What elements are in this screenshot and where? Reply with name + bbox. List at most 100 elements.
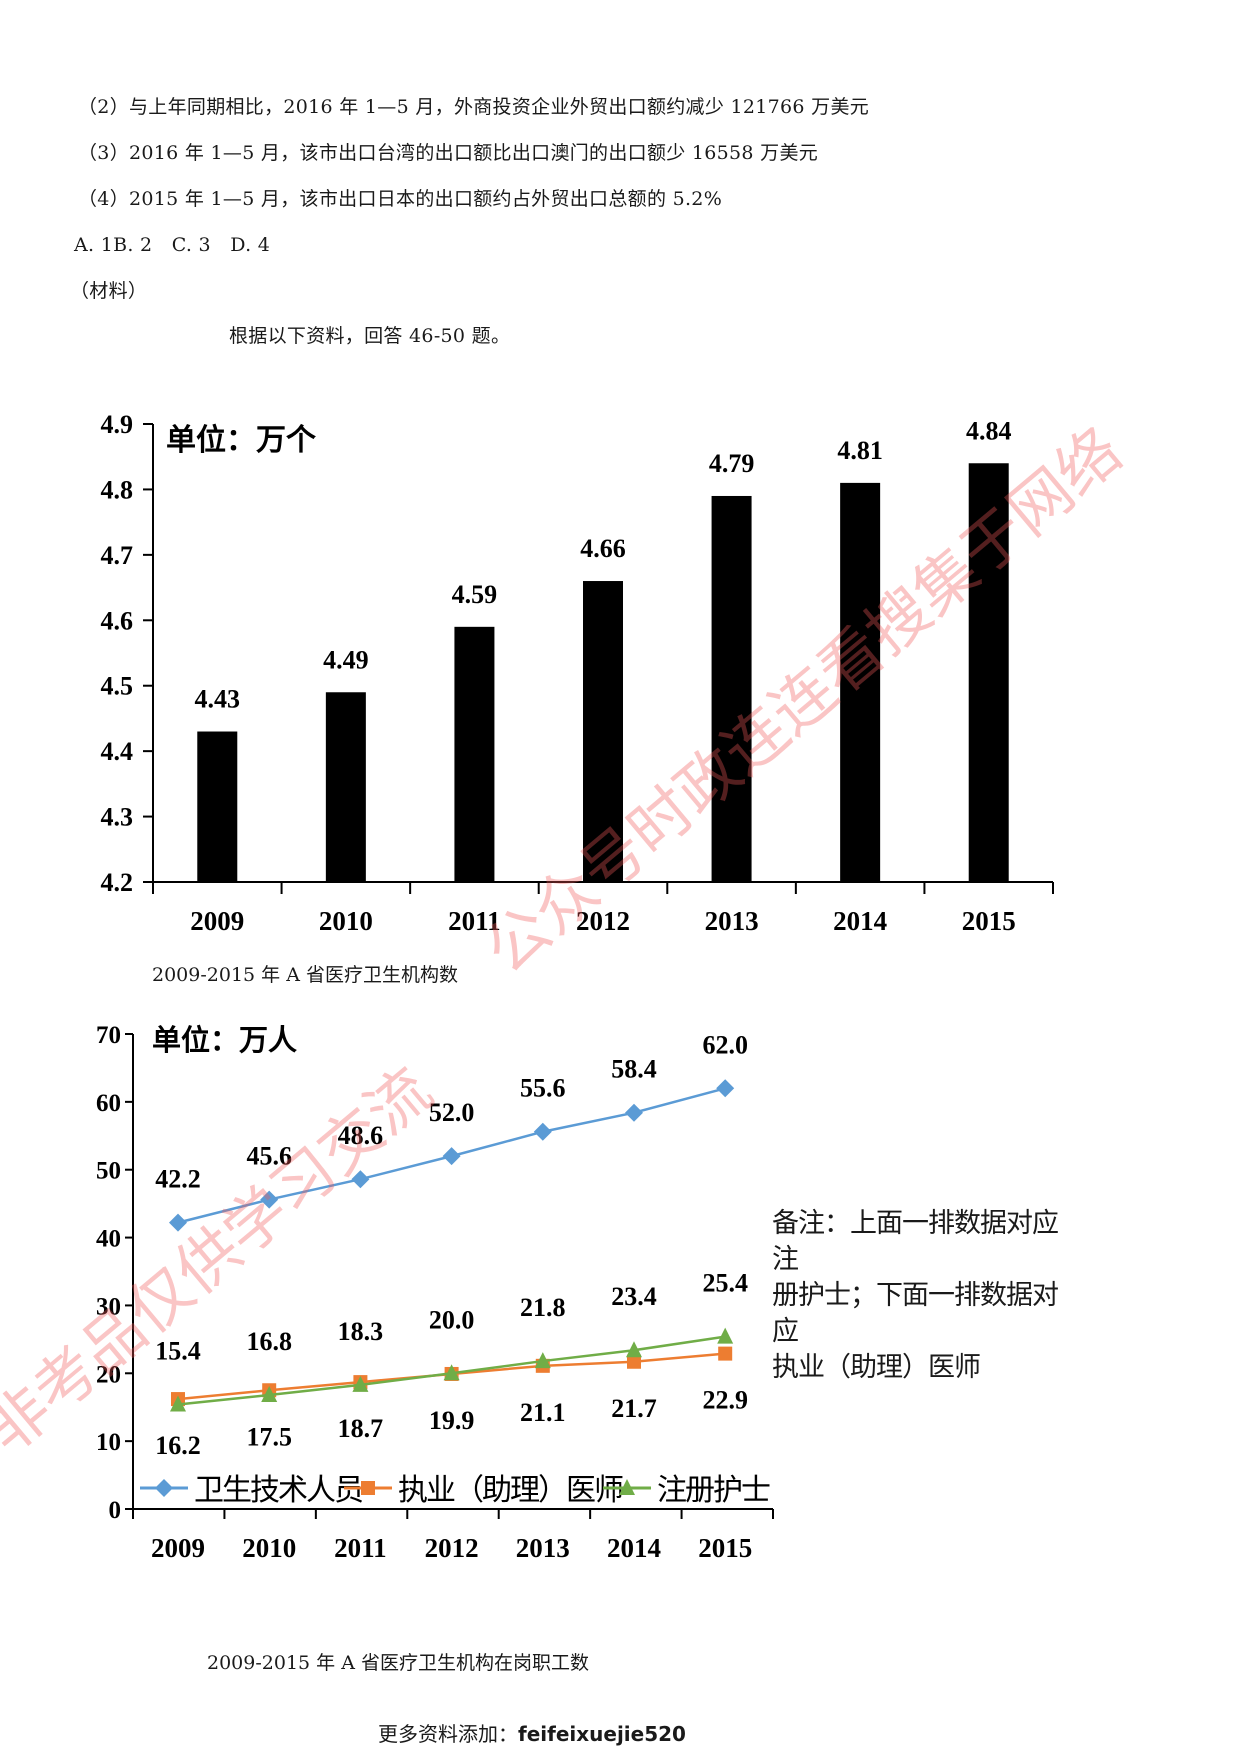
instruction-text: 根据以下资料，回答 46-50 题。 — [229, 325, 511, 347]
y-tick-label: 60 — [96, 1090, 121, 1117]
unit-label: 单位：万个 — [166, 423, 317, 457]
annotation-line-2: 册护士；下面一排数据对应 — [772, 1280, 1059, 1347]
bar-value-label: 4.66 — [580, 534, 626, 563]
y-tick-label: 4.3 — [101, 803, 134, 832]
x-tick-label: 2012 — [576, 906, 630, 936]
data-label: 23.4 — [611, 1282, 657, 1311]
y-tick-label: 4.9 — [101, 410, 134, 439]
data-label: 52.0 — [429, 1098, 475, 1127]
answer-options: A. 1B. 2 C. 3 D. 4 — [74, 234, 271, 256]
data-label: 58.4 — [611, 1055, 657, 1084]
diamond-marker — [442, 1147, 461, 1166]
x-tick-label: 2014 — [607, 1533, 661, 1563]
data-label: 55.6 — [520, 1074, 566, 1103]
triangle-marker — [352, 1375, 369, 1392]
diamond-marker — [625, 1103, 643, 1122]
y-tick-label: 4.6 — [101, 606, 134, 635]
data-label: 15.4 — [155, 1337, 201, 1366]
data-label: 42.2 — [155, 1165, 201, 1194]
line-chart-caption: 2009-2015 年 A 省医疗卫生机构在岗职工数 — [207, 1652, 589, 1674]
triangle-marker — [626, 1341, 642, 1358]
y-tick-label: 4.4 — [101, 737, 134, 766]
bar — [711, 495, 752, 882]
legend-label: 卫生技术人员 — [194, 1474, 363, 1507]
triangle-marker — [443, 1364, 460, 1381]
square-marker — [718, 1346, 733, 1361]
diamond-marker — [351, 1170, 370, 1189]
material-label: （材料） — [70, 280, 148, 302]
y-tick-label: 0 — [109, 1497, 122, 1524]
bar — [583, 581, 623, 882]
annotation-line-1: 备注：上面一排数据对应注 — [772, 1208, 1059, 1275]
y-tick-label: 70 — [96, 1022, 121, 1049]
line-chart-staff: 0 10 20 30 40 50 60 70 2009 2010 2011 2012 2013 2014 2… — [96, 1022, 774, 1563]
diamond-marker — [169, 1213, 187, 1232]
triangle-marker — [619, 1479, 635, 1495]
bar-value-label: 4.84 — [966, 416, 1012, 445]
data-label: 17.5 — [246, 1422, 292, 1451]
x-tick-label: 2013 — [516, 1533, 570, 1563]
y-tick-label: 4.2 — [101, 868, 134, 897]
triangle-marker — [534, 1352, 551, 1369]
bar — [197, 731, 238, 882]
legend-label: 注册护士 — [657, 1474, 770, 1507]
bar-value-label: 4.49 — [323, 645, 369, 674]
bar-value-label: 4.59 — [452, 580, 498, 609]
data-label: 25.4 — [702, 1269, 748, 1298]
bar — [968, 463, 1009, 882]
diamond-marker — [533, 1122, 552, 1141]
data-label: 22.9 — [702, 1386, 748, 1415]
bar-chart-caption: 2009-2015 年 A 省医疗卫生机构数 — [152, 964, 458, 986]
x-tick-label: 2009 — [151, 1533, 205, 1563]
x-tick-label: 2012 — [425, 1533, 479, 1563]
data-label: 21.8 — [520, 1293, 566, 1322]
data-label: 19.9 — [429, 1406, 475, 1435]
footer-prefix: 更多资料添加： — [378, 1722, 518, 1746]
data-label: 21.7 — [611, 1394, 657, 1423]
data-label: 20.0 — [429, 1305, 475, 1334]
triangle-marker — [261, 1386, 278, 1402]
bar-value-label: 4.79 — [709, 449, 755, 478]
annotation-line-3: 执业（助理）医师 — [772, 1352, 981, 1383]
data-label: 45.6 — [246, 1142, 292, 1171]
y-tick-label: 50 — [96, 1158, 121, 1185]
statement-2: （2）与上年同期相比，2016 年 1—5 月，外商投资企业外贸出口额约减少 1… — [78, 96, 870, 118]
triangle-marker — [170, 1395, 186, 1412]
bar-value-label: 4.81 — [837, 436, 883, 465]
data-label: 21.1 — [520, 1398, 566, 1427]
x-tick-label: 2010 — [319, 906, 373, 936]
footer-contact: 更多资料添加：feifeixuejie520 — [378, 1718, 686, 1747]
y-tick-label: 40 — [96, 1226, 121, 1253]
data-label: 62.0 — [702, 1030, 748, 1059]
triangle-marker — [717, 1327, 734, 1344]
x-tick-label: 2010 — [242, 1533, 296, 1563]
x-tick-label: 2011 — [334, 1533, 387, 1563]
y-tick-label: 4.5 — [101, 672, 134, 701]
y-tick-label: 4.7 — [101, 541, 134, 570]
bar-chart-institutions: 4.2 4.3 4.4 4.5 4.6 4.7 4.8 4.9 单位：万个 4.43 2009 4.4… — [101, 410, 1054, 936]
data-label: 18.7 — [338, 1414, 384, 1443]
x-tick-label: 2014 — [833, 906, 887, 936]
diamond-marker — [716, 1079, 735, 1098]
unit-label: 单位：万人 — [152, 1023, 297, 1057]
bar — [840, 482, 881, 882]
statement-4: （4）2015 年 1—5 月，该市出口日本的出口额约占外贸出口总额的 5.2% — [78, 188, 723, 210]
x-tick-label: 2009 — [190, 906, 244, 936]
bar — [454, 626, 495, 882]
y-tick-label: 4.8 — [101, 475, 134, 504]
y-tick-label: 10 — [96, 1429, 121, 1456]
diamond-marker — [155, 1479, 173, 1497]
y-tick-label: 20 — [96, 1361, 121, 1388]
square-marker — [627, 1354, 641, 1369]
data-label: 18.3 — [338, 1317, 384, 1346]
x-tick-label: 2015 — [962, 906, 1016, 936]
bar-value-label: 4.43 — [195, 685, 241, 714]
diamond-marker — [260, 1190, 279, 1209]
data-label: 16.2 — [155, 1431, 201, 1460]
x-tick-label: 2013 — [705, 906, 759, 936]
x-tick-label: 2011 — [448, 906, 501, 936]
bar — [325, 692, 366, 882]
footer-contact-id: feifeixuejie520 — [518, 1722, 686, 1746]
annotation-note: 备注：上面一排数据对应注 册护士；下面一排数据对应 执业（助理）医师 — [772, 1206, 1072, 1386]
data-label: 16.8 — [246, 1327, 292, 1356]
